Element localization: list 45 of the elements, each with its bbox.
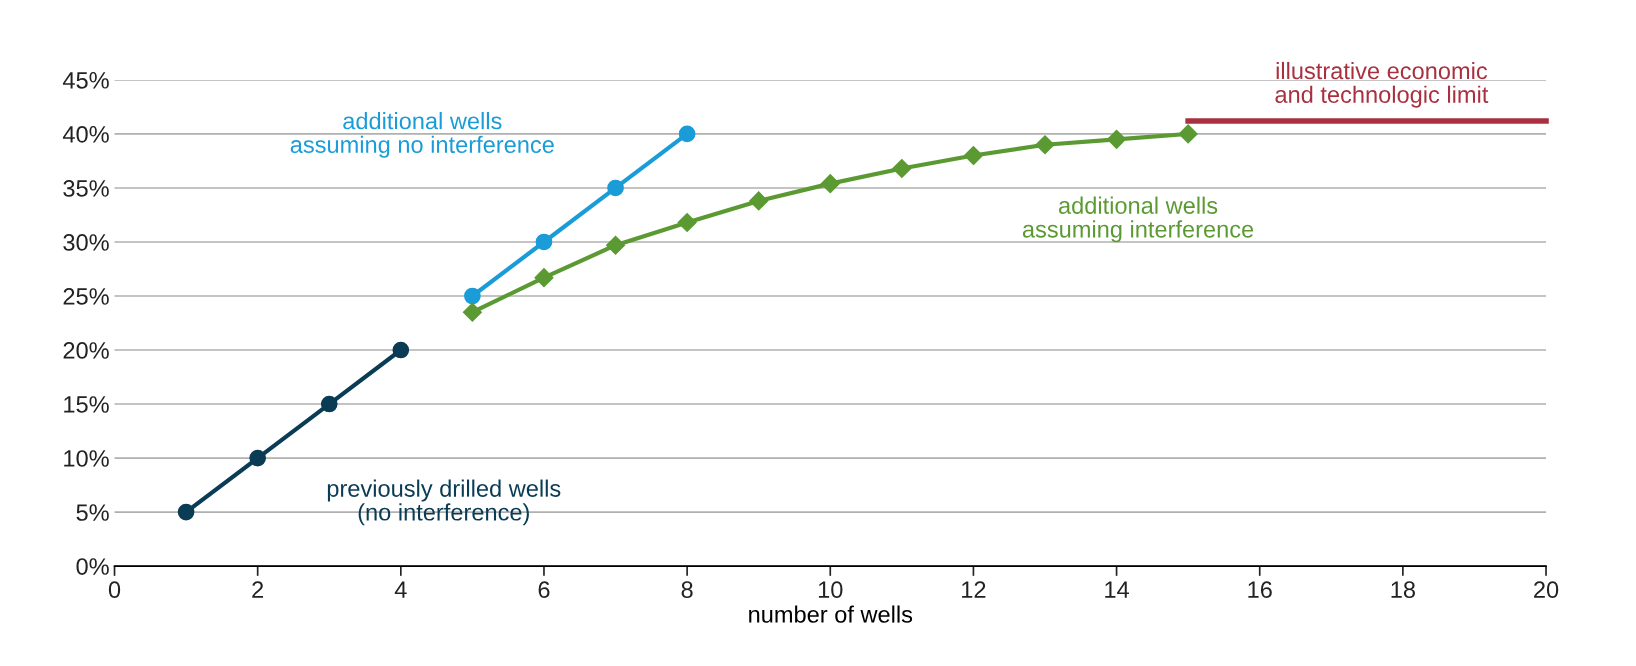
y-tick-label: 30% [63,234,109,251]
point [464,287,481,305]
point [606,235,626,255]
x-tick-label: 8 [681,581,693,599]
x-tick-label: 10 [818,581,843,599]
point [249,449,267,467]
point [749,191,769,211]
point [677,212,697,233]
point [392,341,410,359]
y-tick-label: 5% [76,504,109,521]
y-tick-label: 35% [63,180,109,197]
x-tick-label: 14 [1105,581,1130,598]
x-tick-label: 18 [1391,581,1415,599]
point [892,158,912,179]
annotation: additional wells assuming no interference [290,111,554,158]
y-tick-label: 45% [62,72,109,89]
point [820,174,840,194]
point [1107,129,1127,149]
x-axis-title: number of wells [749,605,913,623]
annotation: previously drilled wells (no interference) [327,479,561,526]
point [177,503,195,521]
x-tick-label: 20 [1534,581,1559,599]
x-tick-label: 4 [394,581,407,598]
point [320,395,338,413]
x-tick-label: 16 [1248,581,1272,599]
point [462,302,482,322]
point [535,233,553,251]
annotation: illustrative economic and technologic limit [1275,61,1489,108]
y-tick-label: 20% [63,342,109,359]
point [678,125,696,143]
point [1178,124,1198,144]
x-tick-label: 2 [252,581,264,598]
y-tick-label: 40% [62,126,109,143]
y-tick-label: 10% [64,450,109,467]
point [534,268,554,288]
annotation: additional wells assuming interference [1022,196,1254,243]
x-tick-label: 12 [962,581,986,598]
x-tick-label: 0 [108,581,121,599]
y-tick-label: 25% [63,288,109,305]
point [1035,135,1055,155]
point [607,179,624,197]
point [963,146,983,166]
y-tick-label: 15% [64,396,109,413]
y-tick-label: 0% [76,558,109,575]
x-tick-label: 6 [538,581,550,599]
